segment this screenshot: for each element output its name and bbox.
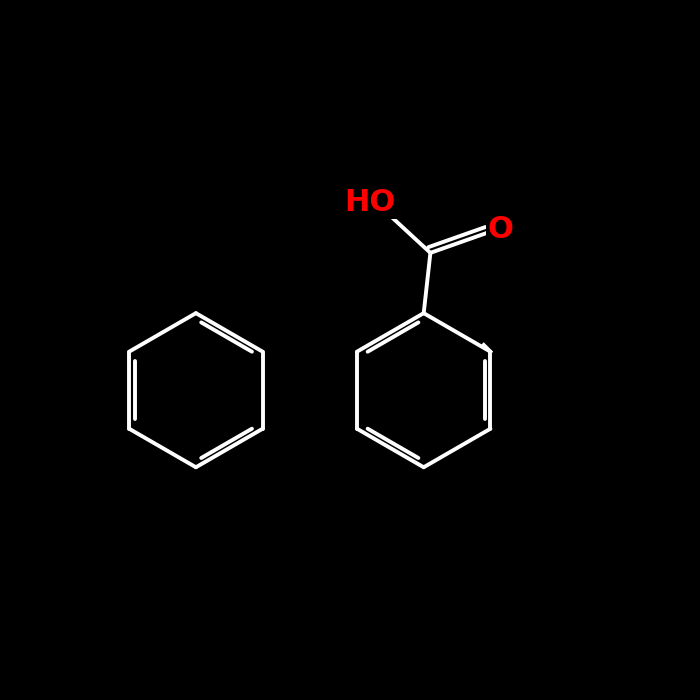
Text: O: O bbox=[488, 215, 514, 244]
Text: HO: HO bbox=[344, 188, 395, 217]
